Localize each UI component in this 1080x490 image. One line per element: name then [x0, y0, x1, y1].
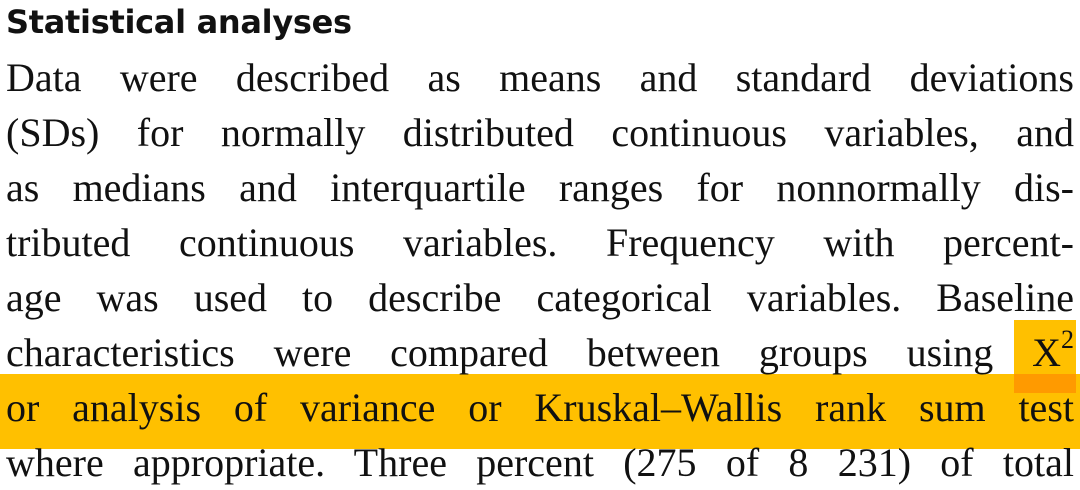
highlight-line [0, 374, 1080, 449]
chi-square-symbol: X2 [1032, 327, 1074, 376]
text-line-8: where appropriate. Three percent (275 of… [6, 440, 1074, 485]
text-line-5: age was used to describe categorical var… [6, 275, 1074, 320]
text-line-3: as medians and interquartile ranges for … [6, 165, 1074, 210]
chi-letter: X [1032, 330, 1061, 375]
text-line-6: characteristics were compared between gr… [6, 330, 994, 375]
text-line-2: (SDs) for normally distributed continuou… [6, 110, 1074, 155]
highlight-overlap [1014, 374, 1076, 393]
text-line-1: Data were described as means and standar… [6, 55, 1074, 100]
section-heading: Statistical analyses [6, 3, 352, 41]
chi-superscript: 2 [1061, 325, 1074, 354]
text-line-7: or analysis of variance or Kruskal–Walli… [6, 385, 1074, 430]
text-line-4: tributed continuous variables. Frequency… [6, 220, 1074, 265]
highlight-chi-square [1014, 320, 1076, 376]
text-line-6-wrap: characteristics were compared between gr… [6, 325, 1074, 380]
